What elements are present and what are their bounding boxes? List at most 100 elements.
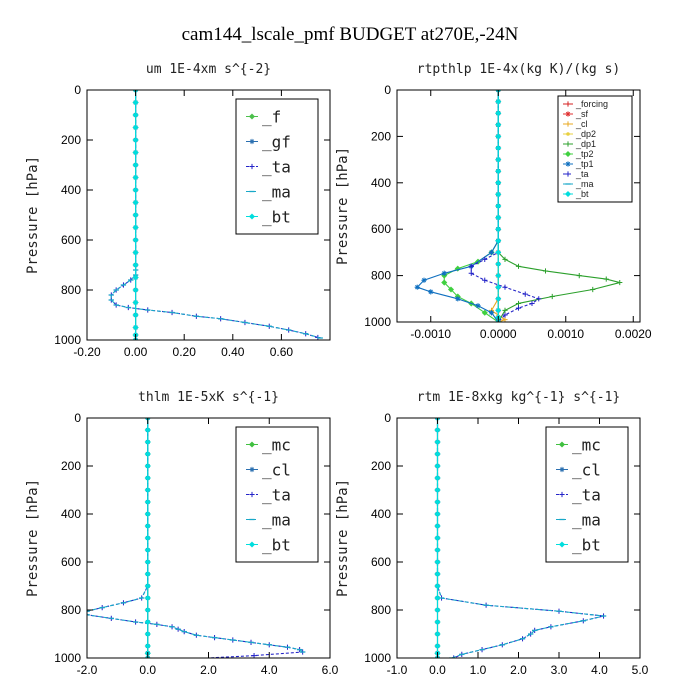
- panel-4-series-4-point: [434, 474, 441, 482]
- panel-2-legend-4-label: _dp1: [575, 139, 596, 149]
- panel-3-y-tick-label: 400: [61, 507, 81, 521]
- panel-3-series-4-point: [144, 546, 151, 554]
- panel-3-y-axis-label: Pressure [hPa]: [25, 479, 41, 597]
- panel-3-series-4-point: [144, 510, 151, 518]
- panel-2-x-tick-label: -0.0010: [410, 327, 451, 341]
- panel-4-series-4-point: [434, 606, 441, 614]
- panel-3-legend-3-label: _ma: [262, 511, 291, 530]
- panel-4-y-tick-label: 800: [371, 603, 391, 617]
- panel-2-legend-box: [557, 95, 633, 203]
- panel-1-series-4-point: [132, 124, 139, 131]
- panel-2-series-4-point: [603, 276, 609, 282]
- panel-3-series-4-point: [144, 498, 151, 506]
- panel-4-legend-0-marker: [558, 441, 566, 448]
- panel-1-series-4-point: [132, 249, 139, 256]
- panel-2-legend-0-label: _forcing: [575, 99, 608, 109]
- panel-4-series-4-point: [434, 558, 441, 566]
- panel-2-series-4-point: [502, 307, 508, 313]
- panel-1-series-4-point: [132, 199, 139, 206]
- panel-4-series-4-point: [434, 462, 441, 470]
- panel-2-title: rtpthlp 1E-4x(kg K)/(kg s): [417, 62, 621, 77]
- panel-2-series-4-point: [542, 268, 549, 274]
- panel-4-legend-1-marker: [559, 466, 565, 473]
- panel-2-series-9-point: [495, 110, 502, 117]
- panel-3-y-tick-label: 800: [61, 603, 81, 617]
- panel-2-series-5-point: [441, 279, 448, 286]
- panel-1-legend: _f _gf _ta _ma _bt: [235, 98, 319, 235]
- panel-3-series-4-point: [144, 642, 151, 650]
- panel-3-x-tick-label: 2.0: [200, 663, 217, 677]
- panel-3: thlm 1E-5xK s^{-1} Pressure [hPa] -2.0 0.0 2…: [25, 390, 339, 677]
- panel-2-series-6-point: [428, 289, 434, 295]
- panel-1-series-4-point: [132, 136, 139, 144]
- panel-1: um 1E-4xm s^{-2} Pressure [hPa] -0.20 0.00 0…: [25, 62, 331, 359]
- panel-2-series-9-point: [495, 307, 502, 314]
- panel-2-series-9-point: [495, 295, 502, 302]
- panel-2-series-9-point: [495, 98, 502, 105]
- panel-1-legend-4-label: _bt: [262, 208, 291, 227]
- panel-2-series-9-point: [495, 214, 502, 221]
- panels: um 1E-4xm s^{-2}Pressure [hPa]-0.20 0.00 0…: [25, 62, 652, 677]
- panel-4-legend-4-marker: [558, 541, 566, 548]
- panel-2-series-9-point: [495, 272, 502, 279]
- panel-2-legend-6-marker: [565, 161, 571, 167]
- panel-1-y-tick-label: 800: [61, 283, 81, 297]
- panel-3-series-4-point: [144, 534, 151, 542]
- panel-1-y-tick-label: 400: [61, 183, 81, 197]
- panel-2-y-tick-label: 0: [384, 83, 391, 97]
- panel-2-series-9-point: [495, 179, 502, 186]
- panel-4-x-tick-label: 5.0: [632, 663, 649, 677]
- panel-2-series-4-point: [502, 256, 508, 262]
- panel-3-series-4-point: [144, 450, 151, 458]
- panel-4-series-4-point: [434, 618, 441, 626]
- panel-2-series-5-point: [481, 309, 488, 316]
- panel-2-series-6-point: [488, 249, 495, 255]
- panel-2-y-tick-label: 600: [371, 222, 391, 236]
- panel-3-series-4-point: [144, 426, 151, 434]
- panel-3-x-tick-label: 4.0: [261, 663, 278, 677]
- panel-2-series-6-point: [421, 277, 427, 283]
- panel-2-y-tick-label: 800: [371, 269, 391, 283]
- panel-2-series-7-point: [502, 312, 508, 318]
- panel-1-series-4-point: [132, 149, 139, 156]
- panel-3-series-4-point: [144, 570, 151, 578]
- panel-2-series-4-point: [617, 279, 623, 286]
- panel-1-series-4-point: [132, 261, 139, 269]
- panel-2-series-9-point: [495, 191, 502, 198]
- panel-4-y-tick-label: 400: [371, 507, 391, 521]
- panel-4-legend: _mc _cl _ta _ma _bt: [545, 426, 629, 563]
- panel-2-legend-3-label: _dp2: [575, 129, 596, 139]
- panel-1-series-4-point: [132, 274, 139, 281]
- panel-3-title: thlm 1E-5xK s^{-1}: [138, 390, 279, 405]
- panel-3-x-tick-label: 0.0: [139, 663, 156, 677]
- panel-2-series-5-point: [447, 286, 455, 293]
- panel-2-series-7-point: [468, 263, 474, 269]
- panel-3-legend-2-marker: [249, 491, 255, 498]
- panel-4-y-axis-label: Pressure [hPa]: [335, 479, 351, 597]
- panel-1-series-4-point: [132, 324, 139, 331]
- panel-3-legend-4-marker: [248, 541, 256, 548]
- panel-2-legend-3-marker: [566, 132, 570, 136]
- panel-4-series-4-point: [434, 642, 441, 650]
- panel-2-legend-6-label: _tp1: [575, 159, 594, 169]
- panel-2-y-tick-label: 1000: [364, 315, 391, 329]
- panel-4-series-4-point: [434, 522, 441, 530]
- panel-2-series-9-point: [495, 284, 502, 291]
- panel-1-series-4-point: [132, 224, 139, 231]
- panel-3-y-tick-label: 600: [61, 555, 81, 569]
- panel-4-legend-3-label: _ma: [572, 511, 601, 530]
- panel-1-series-4-point: [132, 186, 139, 194]
- panel-3-y-tick-label: 200: [61, 459, 81, 473]
- panel-4: rtm 1E-8xkg kg^{-1} s^{-1} Pressure [hPa]…: [335, 390, 649, 677]
- panel-4-series-2-point: [451, 655, 457, 658]
- panel-3-legend-1-marker: [249, 466, 255, 473]
- panel-1-x-tick-label: 0.60: [270, 345, 294, 359]
- panel-2-series-4-point: [515, 300, 522, 307]
- panel-1-x-tick-label: 0.00: [124, 345, 148, 359]
- panel-1-legend-0-label: _f: [262, 108, 281, 127]
- panel-2-legend-9-marker: [564, 190, 572, 198]
- panel-2-series-7-point: [482, 277, 488, 283]
- panel-4-y-tick-label: 0: [384, 411, 391, 425]
- panel-3-series-4-point: [144, 462, 151, 470]
